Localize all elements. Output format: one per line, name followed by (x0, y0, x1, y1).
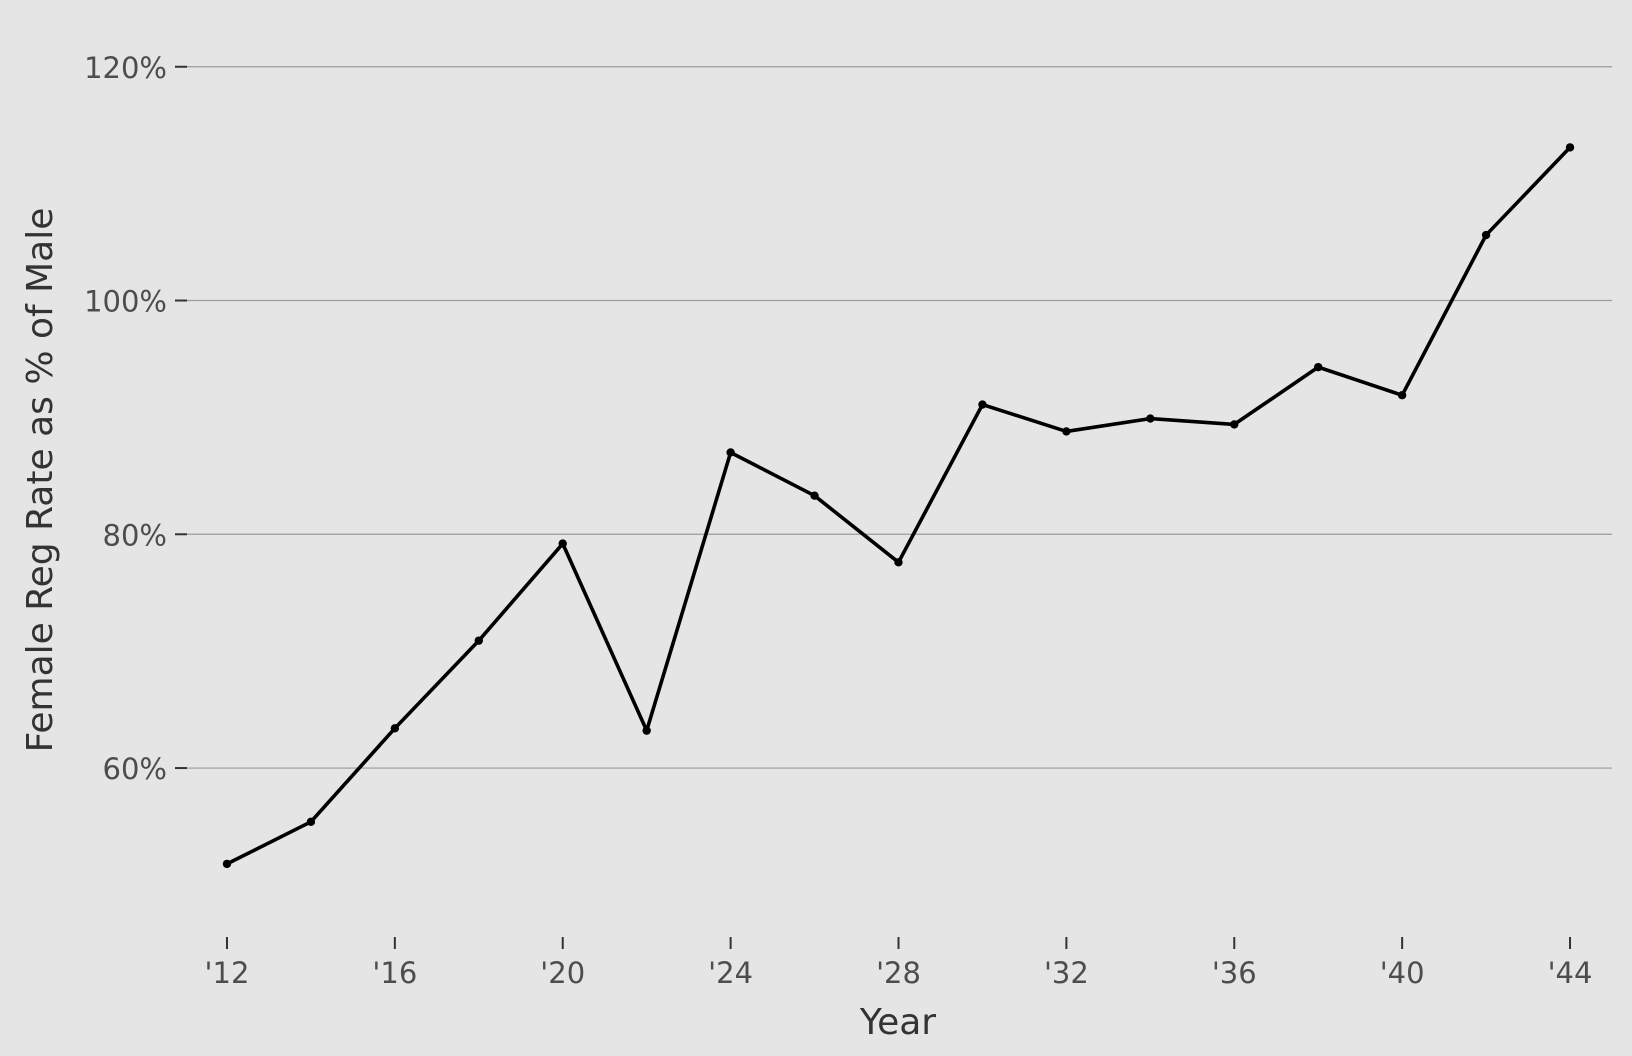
x-tick-label: '24 (708, 956, 753, 990)
y-tick-label: 80% (103, 518, 167, 552)
data-point (642, 726, 651, 735)
data-point (1397, 390, 1407, 400)
data-point (894, 558, 903, 567)
x-axis: '12 '16 '20 '24 '28 '32 '36 '40 '44 (205, 937, 1593, 990)
data-point (306, 817, 316, 827)
data-point (1565, 143, 1575, 152)
data-point (1481, 230, 1491, 240)
data-point (1230, 420, 1239, 429)
x-tick-label: '36 (1212, 956, 1257, 990)
data-point (474, 636, 483, 645)
data-point (1062, 427, 1071, 436)
data-series (222, 143, 1575, 869)
x-tick-label: '20 (540, 956, 585, 990)
data-point (810, 491, 819, 500)
x-axis-title: Year (859, 1002, 936, 1043)
data-point (222, 859, 232, 869)
y-tick-label: 60% (103, 752, 167, 786)
y-axis-title: Female Reg Rate as % of Male (20, 208, 61, 753)
x-tick-label: '44 (1548, 956, 1593, 990)
y-tick-label: 120% (84, 51, 167, 85)
gridlines (185, 66, 1612, 769)
data-point (558, 539, 567, 548)
x-tick-label: '28 (876, 956, 921, 990)
x-tick-label: '32 (1044, 956, 1089, 990)
data-point (1146, 414, 1155, 423)
data-point (978, 400, 987, 409)
data-point (726, 448, 735, 457)
x-tick-label: '16 (372, 956, 417, 990)
y-tick-label: 100% (84, 285, 167, 319)
y-axis: 60% 80% 100% 120% (84, 51, 187, 786)
x-tick-label: '12 (205, 956, 250, 990)
x-tick-label: '40 (1380, 956, 1425, 990)
data-point (1314, 362, 1323, 372)
data-point (390, 724, 400, 733)
